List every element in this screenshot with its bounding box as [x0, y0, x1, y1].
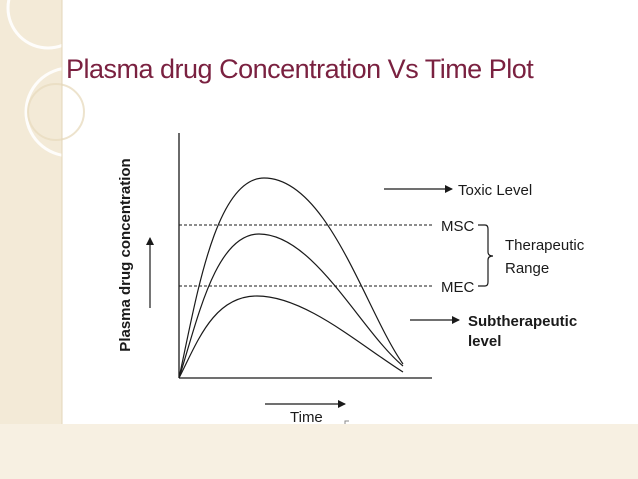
therapeutic-curve — [178, 233, 404, 379]
y-axis-label: Plasma drug concentration — [117, 158, 134, 351]
bottom-accent-band — [0, 424, 638, 479]
ring-middle — [24, 66, 116, 158]
mec-label: MEC — [441, 279, 475, 296]
therapeutic-range-label-line2: Range — [505, 260, 549, 277]
side-accent-strip — [0, 0, 62, 479]
ring-top — [6, 0, 90, 50]
ring-inner — [27, 83, 85, 141]
msc-label: MSC — [441, 218, 475, 235]
therapeutic-range-bracket — [478, 224, 494, 287]
x-axis-label: Time — [290, 409, 323, 426]
therapeutic-range-label-line1: Therapeutic — [505, 237, 585, 254]
toxic-level-label: Toxic Level — [458, 182, 532, 199]
subtherapeutic-curve — [178, 295, 404, 379]
subtherapeutic-label-line2: level — [468, 333, 501, 350]
subtherapeutic-label-line1: Subtherapeutic — [468, 313, 577, 330]
small-mark — [344, 420, 349, 424]
toxic-curve — [178, 177, 404, 379]
slide-title: Plasma drug Concentration Vs Time Plot — [66, 54, 534, 84]
